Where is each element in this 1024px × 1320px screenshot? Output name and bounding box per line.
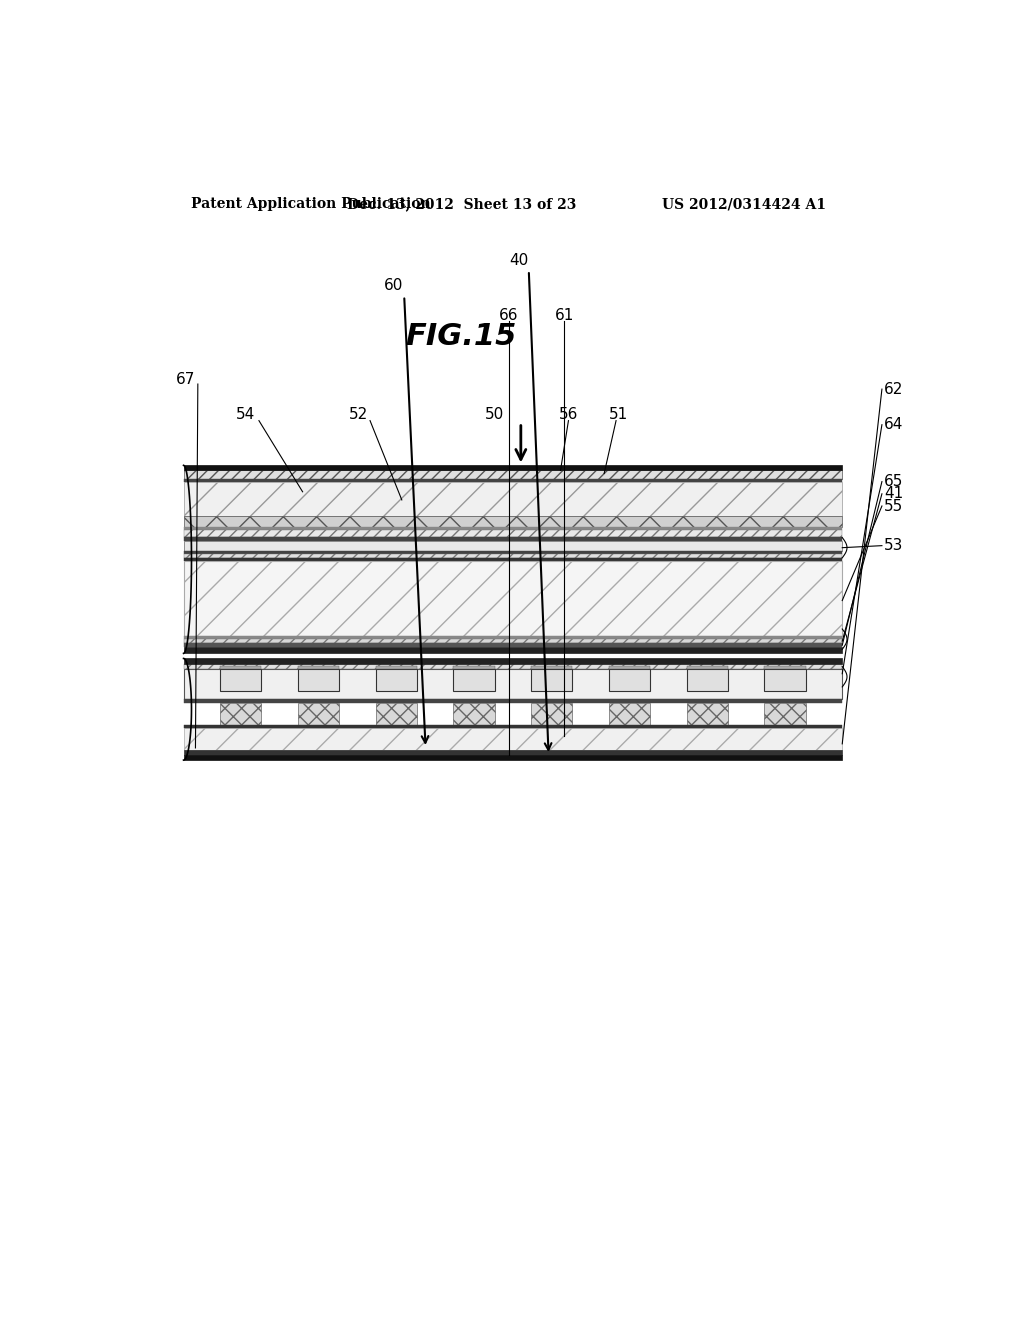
Bar [183, 558, 843, 561]
Bar [183, 470, 843, 479]
Text: Patent Application Publication: Patent Application Publication [191, 197, 431, 211]
Bar [183, 725, 843, 727]
Bar [454, 669, 495, 690]
Bar [376, 704, 417, 725]
Text: 67: 67 [176, 372, 196, 388]
Bar [183, 550, 843, 554]
Text: 50: 50 [485, 407, 504, 422]
Bar [183, 466, 843, 470]
Bar [765, 665, 806, 669]
Text: US 2012/0314424 A1: US 2012/0314424 A1 [663, 197, 826, 211]
Text: 64: 64 [885, 417, 903, 432]
Bar [183, 700, 843, 704]
Bar [183, 528, 843, 531]
Bar [183, 636, 843, 639]
Text: 52: 52 [348, 407, 368, 422]
Bar [183, 755, 843, 760]
Bar [183, 561, 843, 636]
Bar [454, 704, 495, 725]
Text: Dec. 13, 2012  Sheet 13 of 23: Dec. 13, 2012 Sheet 13 of 23 [347, 197, 575, 211]
Text: 41: 41 [885, 486, 903, 502]
Bar [454, 665, 495, 669]
Bar [765, 669, 806, 690]
Text: FIG.15: FIG.15 [406, 322, 517, 351]
Text: 40: 40 [509, 252, 528, 268]
Bar [183, 554, 843, 558]
Text: 61: 61 [555, 309, 574, 323]
Bar [298, 704, 339, 725]
Text: 51: 51 [609, 407, 628, 422]
Bar [183, 643, 843, 647]
Text: 60: 60 [384, 279, 403, 293]
Bar [183, 482, 843, 516]
Bar [183, 536, 843, 541]
Text: 56: 56 [559, 407, 579, 422]
Text: 62: 62 [885, 381, 903, 396]
Bar [183, 516, 843, 528]
Bar [531, 669, 572, 690]
Bar [376, 669, 417, 690]
Bar [609, 669, 650, 690]
Text: 54: 54 [236, 407, 255, 422]
Bar [609, 665, 650, 669]
Bar [531, 704, 572, 725]
Bar [183, 541, 843, 550]
Text: 55: 55 [885, 499, 903, 513]
Bar [687, 665, 728, 669]
Bar [220, 704, 261, 725]
Bar [687, 669, 728, 690]
Bar [687, 704, 728, 725]
Bar [609, 704, 650, 725]
Bar [183, 669, 843, 700]
Bar [183, 479, 843, 482]
Bar [183, 750, 843, 755]
Bar [183, 647, 843, 653]
Bar [220, 669, 261, 690]
Text: 66: 66 [499, 309, 519, 323]
Bar [183, 664, 843, 669]
Text: 53: 53 [885, 539, 903, 553]
Bar [183, 727, 843, 750]
Bar [298, 665, 339, 669]
Bar [765, 704, 806, 725]
Text: 65: 65 [885, 474, 903, 490]
Bar [531, 665, 572, 669]
Bar [220, 665, 261, 669]
Bar [183, 639, 843, 643]
Bar [298, 669, 339, 690]
Bar [376, 665, 417, 669]
Bar [183, 531, 843, 536]
Bar [183, 659, 843, 664]
